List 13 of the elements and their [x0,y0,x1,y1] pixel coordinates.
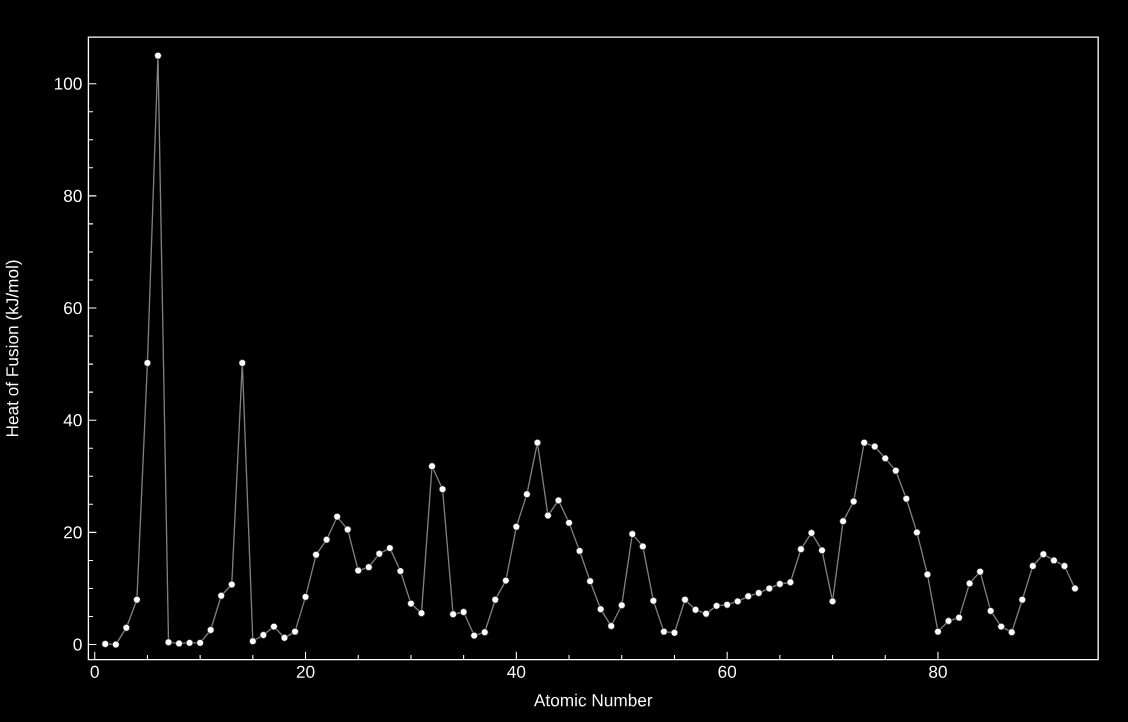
y-tick-label: 100 [54,77,82,90]
x-tick-label: 0 [90,665,99,678]
x-tick-label: 40 [507,665,526,678]
x-tick-label: 60 [718,665,737,678]
y-tick-label: 80 [63,189,82,202]
y-tick-label: 20 [64,526,82,539]
x-tick-label: 80 [929,665,947,678]
y-tick-label: 0 [73,638,82,651]
y-axis-title: Heat of Fusion (kJ/mol) [5,260,22,437]
x-tick-label: 20 [296,665,315,678]
y-tick-label: 40 [63,414,82,427]
y-tick-label: 60 [64,301,82,315]
x-axis-title: Atomic Number [533,693,653,707]
